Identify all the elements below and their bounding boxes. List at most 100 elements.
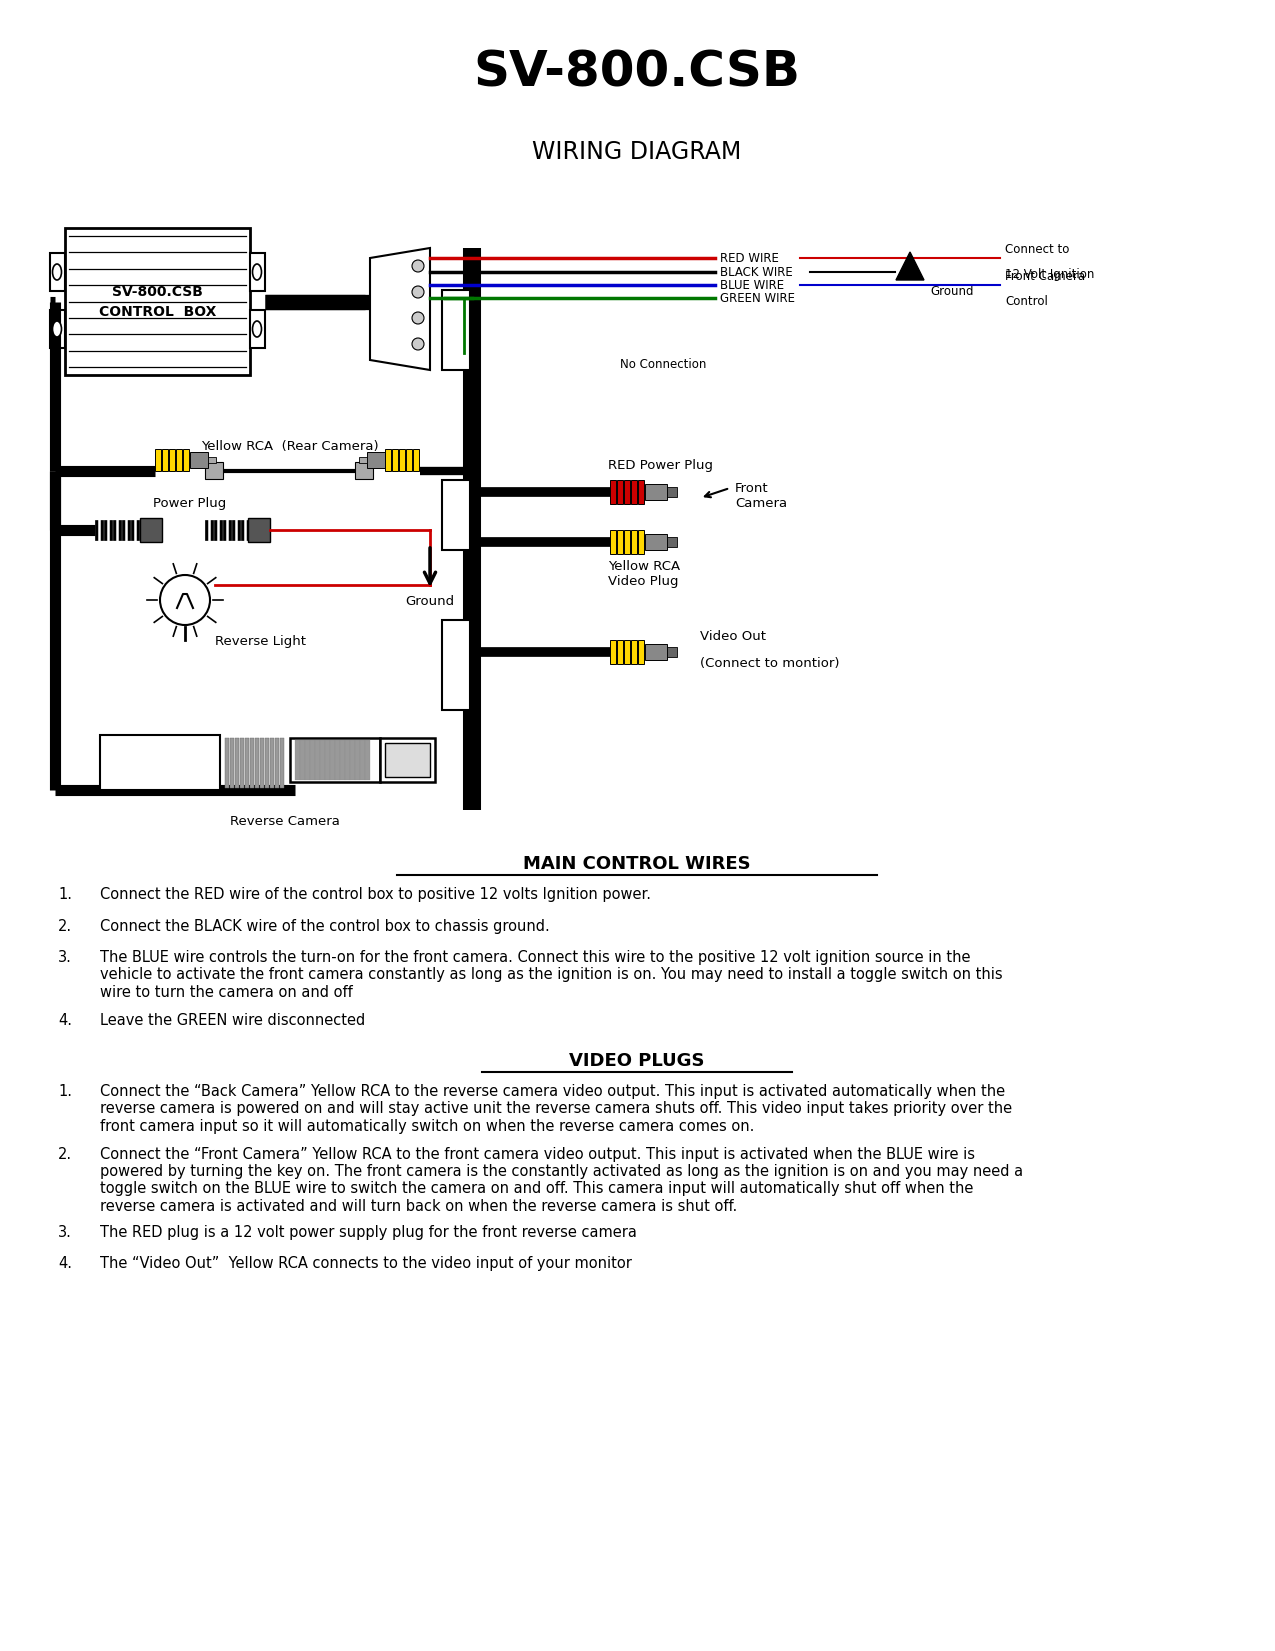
Bar: [667, 647, 677, 657]
Bar: [140, 518, 162, 542]
Text: WIRING DIAGRAM: WIRING DIAGRAM: [533, 140, 742, 163]
Bar: [413, 449, 419, 471]
Bar: [156, 449, 161, 471]
Bar: [638, 641, 644, 664]
Bar: [367, 452, 385, 467]
Bar: [609, 530, 616, 555]
Bar: [638, 480, 644, 504]
Bar: [50, 253, 65, 291]
Text: The RED plug is a 12 volt power supply plug for the front reverse camera: The RED plug is a 12 volt power supply p…: [99, 1225, 638, 1240]
Bar: [360, 740, 365, 779]
Text: 1.: 1.: [57, 887, 71, 901]
Bar: [50, 310, 65, 348]
Bar: [645, 644, 667, 660]
Ellipse shape: [52, 264, 61, 281]
Bar: [330, 740, 334, 779]
Bar: [240, 738, 244, 788]
Bar: [224, 738, 229, 788]
Bar: [131, 520, 139, 540]
Bar: [351, 740, 354, 779]
Text: Yellow RCA  (Rear Camera): Yellow RCA (Rear Camera): [201, 441, 379, 452]
Bar: [340, 740, 344, 779]
Bar: [230, 738, 235, 788]
Text: Camera: Camera: [734, 497, 787, 510]
Bar: [205, 520, 213, 540]
Bar: [300, 740, 305, 779]
Bar: [260, 738, 264, 788]
Bar: [354, 740, 360, 779]
Bar: [365, 740, 370, 779]
Text: 2.: 2.: [57, 1146, 71, 1162]
Text: RED WIRE: RED WIRE: [720, 251, 779, 264]
Text: Reverse Light: Reverse Light: [215, 636, 306, 647]
Text: No Connection: No Connection: [620, 358, 706, 371]
Bar: [391, 449, 398, 471]
Text: The BLUE wire controls the turn-on for the front camera. Connect this wire to th: The BLUE wire controls the turn-on for t…: [99, 949, 1002, 1001]
Bar: [380, 738, 435, 783]
Bar: [617, 641, 623, 664]
Text: MAIN CONTROL WIRES: MAIN CONTROL WIRES: [523, 855, 751, 873]
Bar: [96, 520, 103, 540]
Bar: [99, 735, 221, 789]
Bar: [295, 740, 300, 779]
Text: 4.: 4.: [57, 1256, 71, 1271]
Bar: [232, 520, 240, 540]
Bar: [105, 520, 112, 540]
Text: GREEN WIRE: GREEN WIRE: [720, 292, 796, 304]
Bar: [250, 738, 254, 788]
Text: 1.: 1.: [57, 1085, 71, 1100]
Bar: [385, 743, 430, 778]
Text: Connect to: Connect to: [1005, 243, 1070, 256]
Text: Control: Control: [1005, 296, 1048, 309]
Text: BLACK WIRE: BLACK WIRE: [720, 266, 793, 279]
Bar: [315, 740, 320, 779]
Ellipse shape: [252, 264, 261, 281]
Circle shape: [412, 338, 425, 350]
Bar: [335, 740, 339, 779]
Bar: [305, 740, 310, 779]
Bar: [638, 530, 644, 555]
Bar: [113, 520, 121, 540]
Bar: [320, 740, 325, 779]
Text: 3.: 3.: [59, 949, 71, 964]
Bar: [235, 738, 238, 788]
Text: 4.: 4.: [57, 1012, 71, 1027]
Text: SV-800.CSB: SV-800.CSB: [112, 284, 203, 299]
Text: RED Power Plug: RED Power Plug: [608, 459, 713, 472]
Bar: [275, 738, 279, 788]
Polygon shape: [370, 248, 430, 370]
Bar: [631, 641, 638, 664]
Text: 2.: 2.: [57, 918, 71, 933]
Bar: [245, 738, 249, 788]
Polygon shape: [896, 253, 924, 281]
Bar: [176, 449, 182, 471]
Text: Power Plug: Power Plug: [153, 497, 227, 510]
Bar: [205, 462, 223, 479]
Bar: [270, 738, 274, 788]
Text: The “Video Out”  Yellow RCA connects to the video input of your monitor: The “Video Out” Yellow RCA connects to t…: [99, 1256, 632, 1271]
Bar: [162, 449, 168, 471]
Bar: [241, 520, 249, 540]
Ellipse shape: [252, 320, 261, 337]
Text: Connect the BLACK wire of the control box to chassis ground.: Connect the BLACK wire of the control bo…: [99, 918, 550, 933]
Bar: [631, 530, 638, 555]
Bar: [208, 457, 215, 464]
Text: BLUE WIRE: BLUE WIRE: [720, 279, 784, 292]
Bar: [280, 738, 284, 788]
Bar: [623, 480, 630, 504]
Bar: [442, 291, 470, 370]
Bar: [250, 253, 265, 291]
Bar: [360, 457, 367, 464]
Bar: [265, 738, 269, 788]
Ellipse shape: [52, 320, 61, 337]
Bar: [631, 480, 638, 504]
Bar: [346, 740, 349, 779]
Bar: [65, 228, 250, 375]
Bar: [442, 480, 470, 550]
Bar: [405, 449, 412, 471]
Text: Yellow RCA
Video Plug: Yellow RCA Video Plug: [608, 560, 680, 588]
Text: CONTROL  BOX: CONTROL BOX: [99, 304, 217, 319]
Text: VIDEO PLUGS: VIDEO PLUGS: [569, 1052, 705, 1070]
Bar: [623, 641, 630, 664]
Text: Connect the RED wire of the control box to positive 12 volts Ignition power.: Connect the RED wire of the control box …: [99, 887, 652, 901]
